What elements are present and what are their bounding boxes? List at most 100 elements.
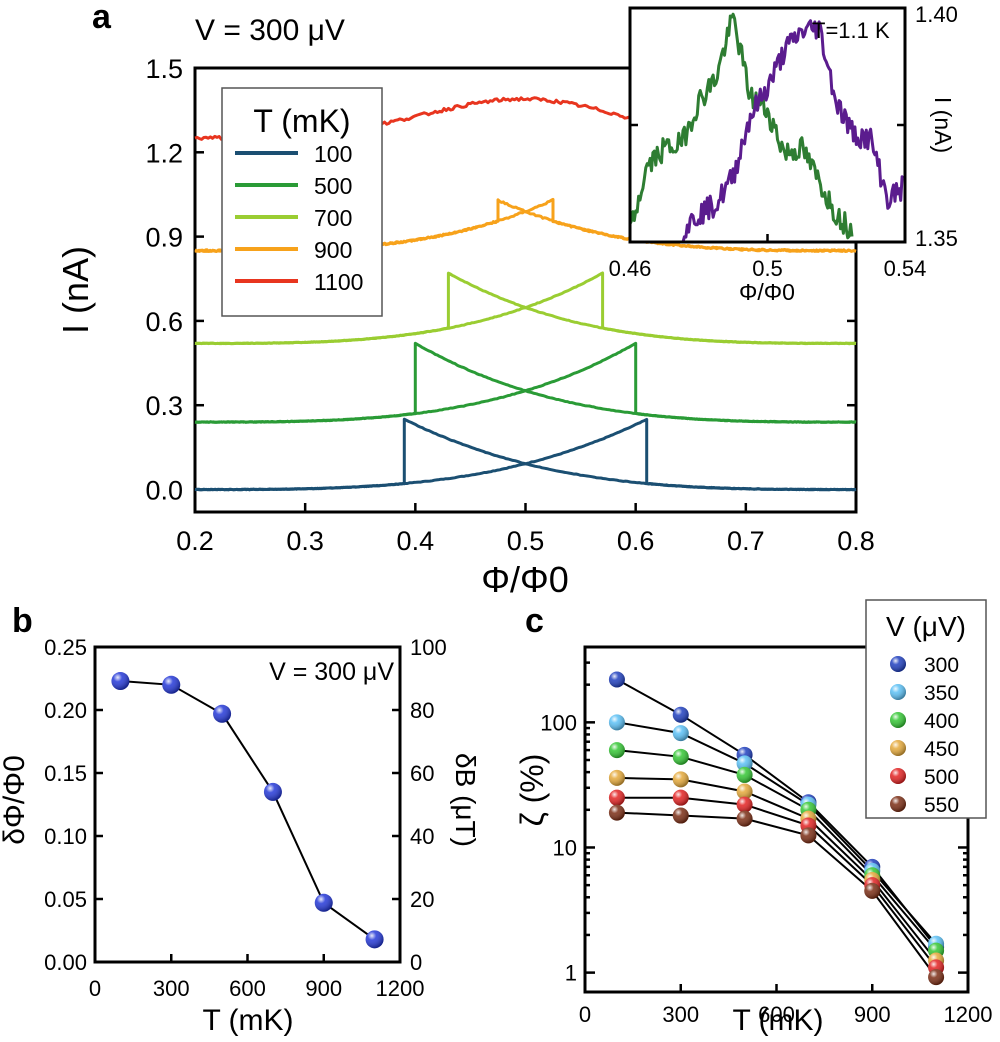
c-legend-label-400: 400 xyxy=(924,710,959,733)
c-legend-label-500: 500 xyxy=(924,766,959,789)
c-legend-marker-450-shade xyxy=(890,740,906,756)
trace-700mK-down xyxy=(194,271,857,346)
c-y-tick-label: 1 xyxy=(565,961,577,986)
legend-title-c: V (μV) xyxy=(886,611,966,642)
y-tick-label: 0.6 xyxy=(145,307,183,337)
c-point-450-shade xyxy=(608,769,625,786)
panel-b-ylabel: δΦ/Φ0 xyxy=(0,755,31,845)
c-legend-marker-500-shade xyxy=(890,768,906,784)
c-point-500-shade xyxy=(672,789,689,806)
inset-ylabel: I (nA) xyxy=(930,97,956,153)
c-line-400 xyxy=(616,749,937,952)
b-y-tick-right-label: 60 xyxy=(410,761,434,786)
panel-a-inset: 0.46 0.5 0.54 1.35 1.40 T=1.1 K Φ/Φ0 I (nA) xyxy=(609,2,958,305)
c-legend-label-300: 300 xyxy=(924,654,959,677)
inset-xlabel: Φ/Φ0 xyxy=(739,279,795,305)
panel-label-a: a xyxy=(92,0,112,36)
panel-c: c 0 300 600 900 1200 1 10 100 ζ (%) T (mK) V (μ… xyxy=(514,599,992,1037)
panel-label-c: c xyxy=(525,602,544,640)
c-legend-label-350: 350 xyxy=(924,682,959,705)
panel-b-ylabel-right: δB (μT) xyxy=(450,753,481,847)
trace-100mK-down xyxy=(194,417,857,492)
c-y-tick-label: 10 xyxy=(553,835,577,860)
trace-100mK-up xyxy=(195,417,857,492)
inset-annotation: T=1.1 K xyxy=(812,18,890,43)
y-tick-label: 1.5 xyxy=(145,54,183,84)
c-line-450 xyxy=(616,776,937,962)
panel-a-legend: T (mK) 100 500 700 900 1100 xyxy=(221,87,383,317)
c-point-550-shade xyxy=(800,827,817,844)
legend-label-1100: 1100 xyxy=(314,269,363,295)
b-y-tick-right-label: 20 xyxy=(410,887,434,912)
b-y-tick-label: 0.25 xyxy=(44,635,87,660)
c-point-350-shade xyxy=(672,725,689,742)
c-point-450-shade xyxy=(672,771,689,788)
inset-x-tick-label: 0.5 xyxy=(752,256,783,281)
b-y-tick-label: 0.05 xyxy=(44,887,87,912)
inset-background xyxy=(630,8,905,242)
c-line-300 xyxy=(616,678,937,948)
c-point-400-shade xyxy=(608,742,625,759)
b-y-tick-label: 0.15 xyxy=(44,761,87,786)
inset-x-tick-label: 0.46 xyxy=(609,256,652,281)
c-point-450-shade xyxy=(736,783,753,800)
b-data-point-shade xyxy=(213,704,232,723)
c-point-500-shade xyxy=(736,796,753,813)
c-line-500 xyxy=(616,796,937,969)
c-line-550 xyxy=(616,811,937,978)
c-legend-marker-350-shade xyxy=(890,684,906,700)
y-tick-label: 0.0 xyxy=(145,476,183,506)
c-point-550-shade xyxy=(928,969,945,986)
legend-box-c xyxy=(865,599,987,819)
inset-trace-1 xyxy=(681,19,905,244)
c-point-550-shade xyxy=(672,807,689,824)
inset-trace-0 xyxy=(628,12,854,240)
c-point-400-shade xyxy=(672,748,689,765)
b-y-tick-label: 0.10 xyxy=(44,824,87,849)
c-legend-label-550: 550 xyxy=(924,794,959,817)
b-y-tick-right-label: 0 xyxy=(410,950,422,975)
c-line-350 xyxy=(616,721,937,945)
x-tick-label: 0.3 xyxy=(286,526,324,556)
c-point-300-shade xyxy=(672,706,689,723)
y-tick-label: 0.3 xyxy=(145,391,183,421)
c-point-350-shade xyxy=(608,714,625,731)
legend-items-c: 300 350 400 450 500 550 xyxy=(890,654,959,817)
b-data-point-shade xyxy=(162,675,181,694)
panel-c-xlabel: T (mK) xyxy=(732,1004,823,1037)
legend-label-100: 100 xyxy=(314,141,352,167)
b-y-tick-label: 0.00 xyxy=(44,950,87,975)
c-legend-label-450: 450 xyxy=(924,738,959,761)
panel-c-legend: V (μV) 300 350 400 450 500 550 xyxy=(865,599,987,819)
inset-axes: 0.46 0.5 0.54 1.35 1.40 xyxy=(609,2,958,281)
trace-500mK-up xyxy=(194,341,857,424)
panel-c-ylabel: ζ (%) xyxy=(514,754,550,827)
c-point-550-shade xyxy=(608,804,625,821)
inset-y-tick-label: 1.35 xyxy=(915,226,958,251)
c-point-550-shade xyxy=(736,810,753,827)
legend-title: T (mK) xyxy=(253,103,350,139)
panel-label-b: b xyxy=(12,602,33,640)
panel-c-plot: 0 300 600 900 1200 1 10 100 xyxy=(540,645,992,1027)
c-y-tick-label: 100 xyxy=(540,710,577,735)
c-x-tick-label: 900 xyxy=(854,1002,891,1027)
c-legend-marker-300-shade xyxy=(890,656,906,672)
c-point-400-shade xyxy=(736,766,753,783)
b-x-tick-label: 1200 xyxy=(376,976,425,1001)
panel-a-xlabel: Φ/Φ0 xyxy=(481,559,568,600)
inset-traces xyxy=(628,12,905,244)
b-data-point-shade xyxy=(263,782,282,801)
c-point-550-shade xyxy=(864,882,881,899)
inset-x-tick-label: 0.54 xyxy=(884,256,927,281)
b-x-tick-label: 900 xyxy=(305,976,342,1001)
b-data-point-shade xyxy=(314,893,333,912)
panel-b-xlabel: T (mK) xyxy=(202,1004,293,1037)
panel-a-ylabel: I (nA) xyxy=(55,246,96,334)
legend-items: 100 500 700 900 1100 xyxy=(235,141,363,295)
c-point-500-shade xyxy=(608,789,625,806)
x-tick-label: 0.4 xyxy=(397,526,435,556)
inset-y-tick-label: 1.40 xyxy=(915,2,958,27)
y-tick-label: 1.2 xyxy=(145,138,183,168)
x-tick-label: 0.5 xyxy=(507,526,545,556)
